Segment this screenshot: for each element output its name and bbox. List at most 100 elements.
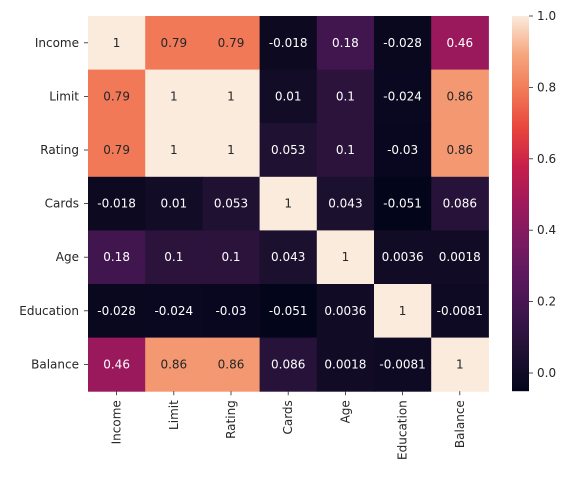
heatmap-cell-age-cards [259, 230, 318, 285]
heatmap-cell-income-income [88, 16, 146, 71]
heatmap-cell-limit-rating [202, 69, 261, 124]
heatmap-cell-income-cards [259, 16, 318, 71]
cell-value-label: 0.79 [103, 143, 130, 157]
x-tick-label-age: Age [338, 400, 352, 423]
heatmap-cell-age-age [316, 230, 375, 285]
cell-value-label: 0.01 [160, 197, 187, 211]
cell-value-label: 0.79 [103, 89, 130, 103]
cell-value-label: -0.018 [269, 36, 308, 50]
heatmap-cell-rating-income [88, 123, 146, 178]
cell-value-label: 1 [227, 143, 235, 157]
cell-value-label: 1 [170, 143, 178, 157]
cell-value-label: -0.03 [215, 304, 246, 318]
heatmap-cell-limit-age [316, 69, 375, 124]
heatmap-annotations: 1 0.79 0.79 -0.018 0.18 -0.028 0.46 0.79 1 1 0.01 0… [97, 36, 483, 372]
y-tick-label-education: Education [19, 304, 79, 318]
cell-value-label: 0.79 [218, 36, 245, 50]
heatmap-cell-rating-education [374, 123, 432, 178]
cell-value-label: 0.86 [218, 357, 245, 371]
cell-value-label: -0.018 [97, 197, 136, 211]
cell-value-label: 0.01 [275, 89, 302, 103]
heatmap-cell-balance-age [316, 337, 375, 392]
heatmap-cell-education-cards [259, 284, 318, 339]
cell-value-label: -0.024 [383, 89, 422, 103]
heatmap-cell-age-rating [202, 230, 261, 285]
y-tick-label-balance: Balance [31, 357, 79, 371]
heatmap-cell-cards-education [374, 176, 432, 231]
x-tick-label-limit: Limit [167, 400, 181, 430]
cell-value-label: 1 [113, 36, 121, 50]
colorbar-tick-label: 0.2 [537, 295, 556, 309]
heatmap-cell-rating-age [316, 123, 375, 178]
y-tick-label-cards: Cards [45, 197, 79, 211]
cell-value-label: 1 [284, 197, 292, 211]
cell-value-label: 0.1 [164, 250, 183, 264]
heatmap-cell-income-age [316, 16, 375, 71]
cell-value-label: 0.0036 [324, 304, 366, 318]
cell-value-label: 0.79 [160, 36, 187, 50]
cell-value-label: 0.043 [271, 250, 305, 264]
cell-value-label: 0.46 [103, 357, 130, 371]
heatmap-cell-education-income [88, 284, 146, 339]
heatmap-cell-income-education [374, 16, 432, 71]
cell-value-label: 0.18 [332, 36, 359, 50]
heatmap-cell-rating-limit [145, 123, 203, 178]
heatmap-cell-income-balance [431, 16, 489, 71]
cell-value-label: 1 [399, 304, 407, 318]
heatmap-cell-cards-age [316, 176, 375, 231]
colorbar-tick-label: 0.6 [537, 152, 556, 166]
x-tick-label-income: Income [110, 400, 124, 444]
heatmap-cell-cards-cards [259, 176, 318, 231]
heatmap-cell-balance-limit [145, 337, 203, 392]
y-tick-label-limit: Limit [49, 89, 79, 103]
cell-value-label: 0.86 [160, 357, 187, 371]
y-tick-label-age: Age [56, 250, 79, 264]
cell-value-label: 0.0018 [439, 250, 481, 264]
heatmap-cell-income-limit [145, 16, 203, 71]
colorbar-tick-label: 0.0 [537, 366, 556, 380]
cell-value-label: 0.053 [271, 143, 305, 157]
cell-value-label: 0.86 [446, 143, 473, 157]
colorbar-tick-label: 0.4 [537, 223, 556, 237]
heatmap-cell-limit-limit [145, 69, 203, 124]
heatmap-cell-limit-balance [431, 69, 489, 124]
cell-value-label: -0.03 [387, 143, 418, 157]
cell-value-label: 0.043 [328, 197, 362, 211]
x-tick-label-balance: Balance [453, 400, 467, 448]
heatmap-cell-rating-balance [431, 123, 489, 178]
cell-value-label: -0.051 [383, 197, 422, 211]
heatmap-cell-balance-rating [202, 337, 261, 392]
heatmap-cell-balance-cards [259, 337, 318, 392]
colorbar-ticks: 0.0 0.2 0.4 0.6 0.8 1.0 [529, 9, 556, 380]
heatmap-cell-age-balance [431, 230, 489, 285]
cell-value-label: 0.0036 [382, 250, 424, 264]
cell-value-label: 0.1 [336, 143, 355, 157]
cell-value-label: 1 [456, 357, 464, 371]
heatmap-cell-cards-rating [202, 176, 261, 231]
heatmap-cell-cards-limit [145, 176, 203, 231]
colorbar-tick-label: 1.0 [537, 9, 556, 23]
cell-value-label: 1 [227, 89, 235, 103]
heatmap-cell-education-rating [202, 284, 261, 339]
cell-value-label: -0.028 [97, 304, 136, 318]
cell-value-label: -0.051 [269, 304, 308, 318]
heatmap-cell-rating-rating [202, 123, 261, 178]
heatmap-cell-cards-balance [431, 176, 489, 231]
y-tick-label-rating: Rating [40, 143, 79, 157]
y-tick-labels: Income Limit Rating Cards Age Education Balanc… [19, 36, 88, 371]
colorbar [512, 16, 529, 392]
heatmap-cell-education-education [374, 284, 432, 339]
heatmap-cell-balance-education [374, 337, 432, 392]
heatmap-cell-limit-cards [259, 69, 318, 124]
heatmap-cell-education-balance [431, 284, 489, 339]
cell-value-label: 0.18 [103, 250, 130, 264]
cell-value-label: 0.1 [221, 250, 240, 264]
heatmap-cell-balance-balance [431, 337, 489, 392]
heatmap-cell-education-age [316, 284, 375, 339]
heatmap-cell-age-education [374, 230, 432, 285]
heatmap-cell-balance-income [88, 337, 146, 392]
cell-value-label: 0.086 [443, 197, 477, 211]
x-tick-label-cards: Cards [281, 400, 295, 434]
heatmap-cell-limit-income [88, 69, 146, 124]
